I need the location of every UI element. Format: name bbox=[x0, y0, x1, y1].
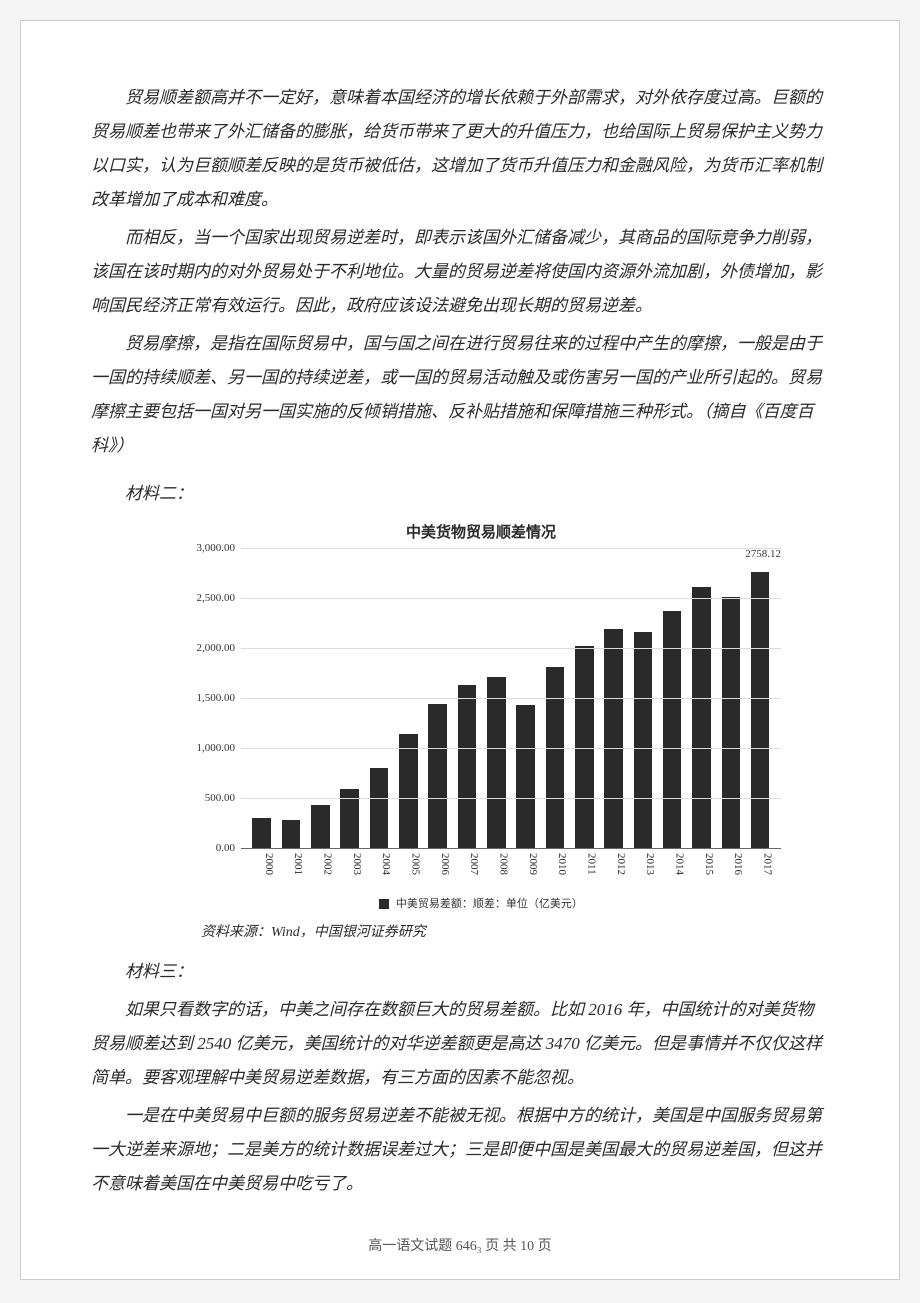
bar bbox=[428, 704, 446, 848]
bar-column bbox=[278, 820, 304, 848]
bar-column bbox=[571, 646, 597, 848]
bar-value-label: 2758.12 bbox=[745, 548, 781, 560]
bar-column bbox=[424, 704, 450, 848]
bar-column bbox=[366, 768, 392, 848]
bar bbox=[282, 820, 300, 848]
bar bbox=[252, 818, 270, 848]
bar-column bbox=[718, 597, 744, 848]
chart-source: 资料来源：Wind，中国银河证券研究 bbox=[201, 921, 829, 941]
bar-column bbox=[630, 632, 656, 848]
x-label: 2015 bbox=[688, 853, 714, 875]
x-label: 2005 bbox=[395, 853, 421, 875]
bar bbox=[311, 805, 329, 848]
paragraph-3: 贸易摩擦，是指在国际贸易中，国与国之间在进行贸易往来的过程中产生的摩擦，一般是由… bbox=[91, 327, 829, 463]
x-label: 2001 bbox=[278, 853, 304, 875]
chart-canvas: 0.00500.001,000.001,500.002,000.002,500.… bbox=[241, 548, 781, 849]
x-label: 2012 bbox=[600, 853, 626, 875]
document-page: 贸易顺差额高并不一定好，意味着本国经济的增长依赖于外部需求，对外依存度过高。巨额… bbox=[20, 20, 900, 1280]
bar-column bbox=[542, 667, 568, 848]
y-tick: 2,000.00 bbox=[197, 642, 236, 654]
bar-column bbox=[248, 818, 274, 848]
chart-legend: 中美贸易差额：顺差：单位（亿美元） bbox=[181, 895, 781, 911]
x-axis-labels: 2000200120022003200420052006200720082009… bbox=[241, 849, 781, 875]
legend-text: 中美贸易差额：顺差：单位（亿美元） bbox=[396, 898, 583, 910]
x-label: 2014 bbox=[659, 853, 685, 875]
bar-column bbox=[747, 572, 773, 848]
bar bbox=[692, 587, 710, 848]
bar bbox=[487, 677, 505, 848]
bar-column bbox=[483, 677, 509, 848]
y-tick: 0.00 bbox=[216, 842, 235, 854]
paragraph-5: 一是在中美贸易中巨额的服务贸易逆差不能被无视。根据中方的统计，美国是中国服务贸易… bbox=[91, 1099, 829, 1201]
y-tick: 500.00 bbox=[205, 792, 235, 804]
bar-column bbox=[454, 685, 480, 848]
x-label: 2000 bbox=[248, 853, 274, 875]
x-label: 2004 bbox=[366, 853, 392, 875]
x-label: 2010 bbox=[542, 853, 568, 875]
x-label: 2017 bbox=[747, 853, 773, 875]
bar-column bbox=[395, 734, 421, 848]
bar-column bbox=[659, 611, 685, 848]
material-3-label: 材料三： bbox=[91, 955, 829, 989]
x-label: 2016 bbox=[718, 853, 744, 875]
x-label: 2009 bbox=[512, 853, 538, 875]
bar bbox=[663, 611, 681, 848]
x-label: 2007 bbox=[454, 853, 480, 875]
paragraph-2: 而相反，当一个国家出现贸易逆差时，即表示该国外汇储备减少，其商品的国际竞争力削弱… bbox=[91, 221, 829, 323]
y-tick: 3,000.00 bbox=[197, 542, 236, 554]
x-label: 2003 bbox=[336, 853, 362, 875]
x-label: 2011 bbox=[571, 853, 597, 875]
bar-column bbox=[688, 587, 714, 848]
y-tick: 2,500.00 bbox=[197, 592, 236, 604]
x-label: 2006 bbox=[424, 853, 450, 875]
y-tick: 1,000.00 bbox=[197, 742, 236, 754]
bar bbox=[516, 705, 534, 848]
bar bbox=[722, 597, 740, 848]
x-label: 2013 bbox=[630, 853, 656, 875]
legend-swatch bbox=[379, 899, 389, 909]
bar-column bbox=[512, 705, 538, 848]
bar bbox=[458, 685, 476, 848]
x-label: 2008 bbox=[483, 853, 509, 875]
bar-column bbox=[307, 805, 333, 848]
bar bbox=[370, 768, 388, 848]
bar bbox=[399, 734, 417, 848]
page-footer: 高一语文试题 646₃ 页 共 10 页 bbox=[21, 1235, 899, 1255]
chart-title: 中美货物贸易顺差情况 bbox=[181, 521, 781, 542]
bar bbox=[634, 632, 652, 848]
bar bbox=[546, 667, 564, 848]
y-axis: 0.00500.001,000.001,500.002,000.002,500.… bbox=[181, 548, 239, 848]
paragraph-4: 如果只看数字的话，中美之间存在数额巨大的贸易差额。比如 2016 年，中国统计的… bbox=[91, 993, 829, 1095]
bar bbox=[575, 646, 593, 848]
bar-column bbox=[600, 629, 626, 848]
bar bbox=[604, 629, 622, 848]
x-label: 2002 bbox=[307, 853, 333, 875]
paragraph-1: 贸易顺差额高并不一定好，意味着本国经济的增长依赖于外部需求，对外依存度过高。巨额… bbox=[91, 81, 829, 217]
material-2-label: 材料二： bbox=[91, 477, 829, 511]
y-tick: 1,500.00 bbox=[197, 692, 236, 704]
bar bbox=[751, 572, 769, 848]
trade-surplus-chart: 中美货物贸易顺差情况 0.00500.001,000.001,500.002,0… bbox=[181, 521, 781, 911]
